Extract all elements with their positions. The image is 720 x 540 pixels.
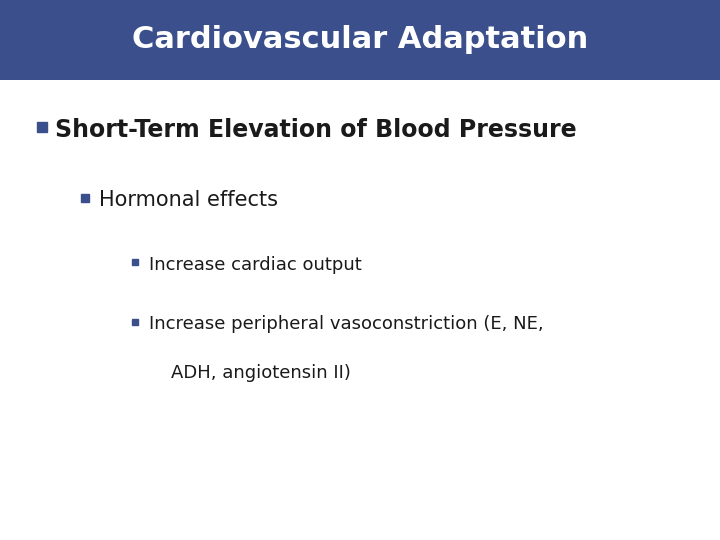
Text: ADH, angiotensin II): ADH, angiotensin II)	[171, 363, 351, 382]
Text: Increase cardiac output: Increase cardiac output	[149, 255, 361, 274]
Text: Short-Term Elevation of Blood Pressure: Short-Term Elevation of Blood Pressure	[55, 118, 577, 141]
Text: Increase peripheral vasoconstriction (E, NE,: Increase peripheral vasoconstriction (E,…	[149, 315, 544, 333]
Text: Cardiovascular Adaptation: Cardiovascular Adaptation	[132, 25, 588, 55]
Bar	[0, 0, 720, 80]
Text: Hormonal effects: Hormonal effects	[99, 190, 278, 210]
